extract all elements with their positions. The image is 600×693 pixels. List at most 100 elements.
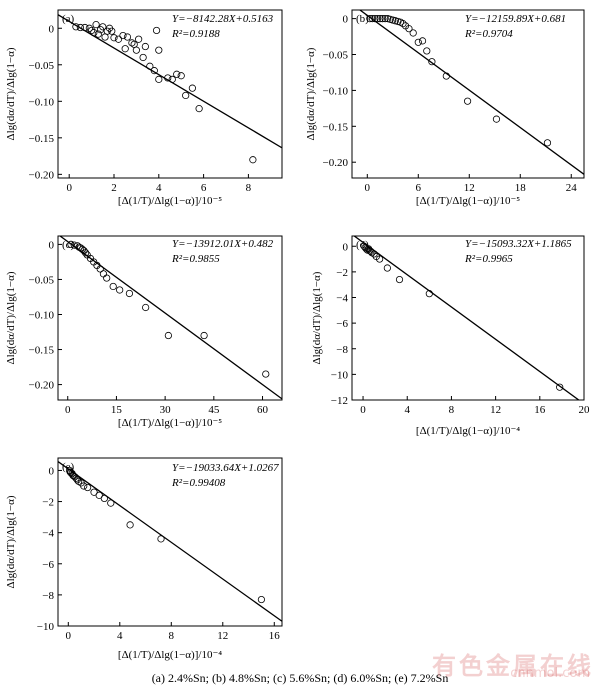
y-tick-label: 0	[49, 239, 55, 251]
data-point	[121, 45, 129, 53]
fit-equation: Y=−12159.89X+0.681	[465, 13, 566, 25]
data-point	[262, 370, 270, 378]
data-point	[492, 115, 501, 123]
data-point	[257, 595, 266, 604]
data-point	[81, 23, 89, 32]
data-point	[90, 29, 98, 37]
y-tick-label: −10	[331, 369, 349, 381]
data-point	[371, 15, 379, 23]
chart-panel-5: 0 4 8 12 16 0 −2 −4 −6 −8 −10 (e) Y=−19033.64X+1.026…	[5, 457, 283, 661]
x-tick-label: 12	[464, 182, 475, 194]
x-tick-label: 6	[416, 182, 422, 194]
data-point	[99, 270, 108, 278]
y-axis-label: Δlg(dα/dT)/Δlg(1−α)	[305, 47, 317, 140]
x-tick-label: 0	[360, 404, 366, 416]
data-point	[164, 74, 172, 82]
y-tick-label: −4	[336, 293, 348, 305]
data-point	[370, 250, 378, 258]
data-point	[373, 15, 382, 23]
chart-panel-2: 0 6 12 18 24 0 −0.05 −0.10 −0.15 −0.20 (b) Y=−12159…	[305, 9, 585, 207]
x-tick-label: 30	[160, 404, 172, 416]
fit-line	[58, 14, 282, 149]
plot-frame	[351, 9, 585, 179]
data-point	[152, 26, 161, 35]
data-point	[368, 249, 376, 257]
data-point	[418, 37, 427, 45]
panel-tag: (e)	[62, 461, 75, 473]
watermark-text: 有色金属在线	[432, 652, 594, 680]
plot-frame	[57, 235, 283, 401]
x-tick-label: 16	[269, 630, 281, 642]
data-point	[125, 289, 134, 298]
data-point	[428, 58, 436, 66]
fit-equation: Y=−13912.01X+0.482	[172, 238, 274, 250]
fit-r-squared: R²=0.99408	[171, 477, 226, 489]
fit-r-squared: R²=0.9855	[171, 253, 220, 265]
data-point	[155, 75, 163, 83]
y-tick-label: 0	[343, 241, 349, 253]
data-point	[168, 75, 176, 83]
data-point	[150, 67, 158, 75]
data-point	[376, 255, 384, 263]
data-point	[70, 241, 78, 249]
data-point	[177, 72, 185, 80]
data-point	[188, 84, 196, 92]
data-point	[200, 331, 208, 340]
x-tick-label: 2	[111, 182, 117, 194]
y-tick-label: −10	[37, 621, 55, 633]
data-point	[114, 35, 123, 43]
data-point	[72, 23, 80, 31]
data-point	[92, 21, 100, 29]
y-tick-label: −0.05	[323, 50, 349, 62]
data-point	[88, 26, 96, 35]
data-point	[164, 331, 172, 340]
y-axis-label: Δlg(dα/dT)/Δlg(1−α)	[5, 495, 17, 588]
x-tick-label: 20	[579, 404, 591, 416]
panel-tag: (d)	[356, 239, 369, 251]
y-tick-label: −0.10	[29, 96, 55, 108]
plot-frame	[57, 9, 283, 179]
x-tick-label: 0	[365, 182, 371, 194]
y-tick-label: −0.20	[29, 380, 55, 392]
data-point	[182, 91, 190, 100]
y-tick-label: −2	[42, 497, 54, 509]
data-point	[378, 15, 387, 23]
chart-panel-3: 0 15 30 45 60 0 −0.05 −0.10 −0.15 −0.20 (c) Y=−1391…	[5, 235, 283, 429]
data-point	[556, 383, 564, 391]
x-tick-label: 16	[534, 404, 546, 416]
fit-line	[353, 236, 580, 400]
x-tick-label: 0	[66, 182, 72, 194]
y-axis-label: Δlg(dα/dT)/Δlg(1−α)	[311, 271, 323, 364]
y-tick-label: 0	[49, 465, 55, 477]
y-tick-label: −0.05	[29, 274, 55, 286]
data-point	[395, 275, 404, 284]
y-tick-label: −0.15	[29, 345, 55, 357]
data-point	[423, 47, 431, 55]
data-point	[195, 105, 203, 113]
data-point	[103, 274, 111, 282]
data-point	[69, 472, 78, 480]
y-tick-label: −8	[42, 590, 54, 602]
y-tick-label: −0.20	[323, 157, 349, 169]
figure-caption: (a) 2.4%Sn; (b) 4.8%Sn; (c) 5.6%Sn; (d) …	[151, 671, 449, 685]
y-tick-label: −0.10	[29, 309, 55, 321]
x-axis-label: [Δ(1/T)/Δlg(1−α)]/10⁻⁵	[118, 417, 222, 429]
panel-tag: (c)	[62, 239, 75, 251]
watermark-url: cnnmol.com	[510, 666, 590, 681]
data-point	[414, 38, 422, 46]
fit-line	[58, 461, 282, 622]
x-tick-label: 12	[217, 630, 228, 642]
data-point	[173, 70, 181, 78]
data-point	[381, 15, 389, 23]
data-point	[543, 139, 552, 147]
panel-tag: (a)	[62, 13, 75, 25]
y-tick-label: −2	[336, 267, 348, 279]
data-point	[96, 265, 104, 273]
chart-panel-1: 0 2 4 6 8 0 −0.05 −0.10 −0.15 −0.20 (a) Y=−8142.28X…	[5, 9, 283, 207]
y-tick-label: −6	[336, 318, 348, 330]
fit-r-squared: R²=0.9704	[464, 28, 513, 40]
data-point	[139, 53, 147, 62]
data-point	[157, 535, 165, 543]
x-tick-label: 0	[65, 404, 71, 416]
fit-r-squared: R²=0.9188	[171, 28, 220, 40]
